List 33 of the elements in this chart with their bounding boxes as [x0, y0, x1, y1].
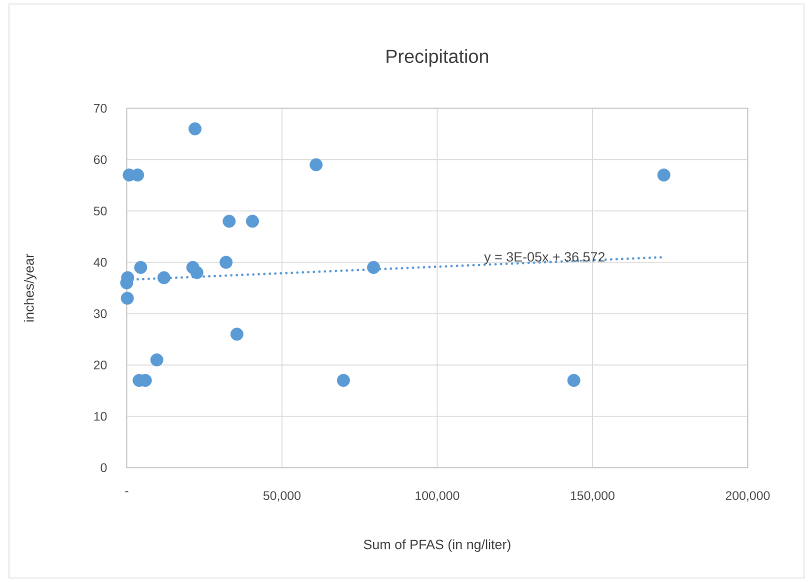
- point: [222, 214, 236, 228]
- y-tick-label: 10: [94, 412, 107, 421]
- x-tick-label: 100,000: [416, 491, 460, 502]
- y-tick-label: 50: [94, 206, 107, 216]
- annotation: y = 3E-05x + 36.572: [484, 252, 605, 264]
- point: [120, 292, 134, 305]
- point: [131, 168, 144, 182]
- point: [157, 271, 170, 284]
- point: [134, 260, 148, 274]
- x-tick-label: -: [125, 491, 128, 492]
- point: [367, 260, 380, 274]
- y-tick-label: 40: [94, 258, 107, 267]
- point: [567, 374, 580, 387]
- point: [310, 158, 323, 172]
- point: [150, 353, 164, 366]
- y-tick-label: 30: [94, 309, 107, 318]
- y-tick-label: 70: [94, 104, 107, 113]
- y-tick-label: 20: [94, 360, 107, 370]
- x-axis-title: Sum of PFAS (in ng/liter): [364, 539, 510, 552]
- x-tick-label: 200,000: [726, 491, 770, 502]
- point: [657, 168, 670, 182]
- point: [190, 266, 204, 280]
- chart-title: Precipitation: [386, 49, 488, 67]
- y-tick-label: 0: [100, 463, 107, 472]
- x-tick-label: 150,000: [570, 491, 614, 502]
- point: [230, 328, 244, 341]
- x-tick-label: 50,000: [263, 491, 301, 502]
- y-tick-label: 60: [94, 155, 107, 164]
- point: [220, 256, 233, 269]
- point: [336, 374, 350, 387]
- point: [188, 122, 202, 136]
- point: [246, 214, 259, 228]
- y-axis-title: inches/year: [24, 254, 36, 322]
